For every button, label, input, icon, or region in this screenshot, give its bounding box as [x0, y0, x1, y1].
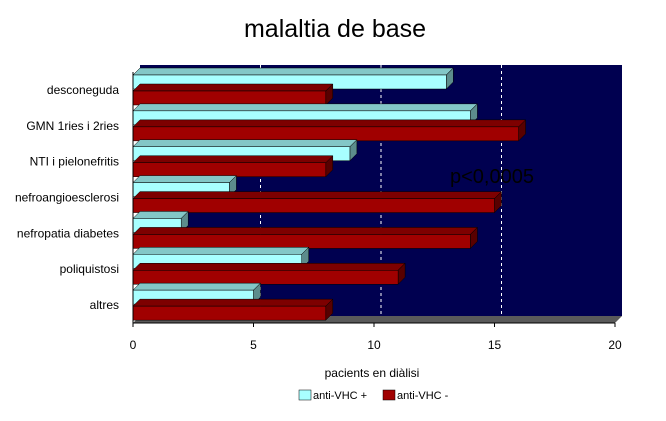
chart-title: malaltia de base — [244, 15, 426, 43]
x-tick-label: 5 — [250, 338, 257, 352]
bar-anti-vhc-neg — [132, 198, 495, 213]
plot-area: p<0,0005 desconeguda GMN 1ries i 2ries NTI … — [15, 65, 622, 352]
bar-anti-vhc-neg — [132, 162, 327, 177]
x-axis-label: pacients en diàlisi — [325, 366, 420, 380]
bar-top — [132, 282, 262, 291]
annotation-text: p<0,0005 — [450, 166, 534, 188]
bar-top — [132, 103, 479, 112]
legend-swatch — [298, 389, 312, 401]
legend-label: anti-VHC - — [397, 390, 449, 402]
bar-top — [132, 83, 334, 92]
bar-top — [132, 298, 334, 307]
x-tick-label: 15 — [488, 338, 502, 352]
bar-top — [132, 119, 527, 128]
legend-swatch — [382, 389, 396, 401]
bar-top — [132, 155, 334, 163]
bar-top — [132, 227, 479, 235]
bar-top — [132, 67, 454, 76]
legend: anti-VHC + anti-VHC - — [298, 389, 449, 402]
bar-anti-vhc-neg — [132, 90, 327, 106]
category-label: GMN 1ries i 2ries — [26, 119, 119, 133]
category-label: nefropatia diabetes — [17, 226, 119, 240]
bar-top — [132, 175, 238, 183]
category-label: NTI i pielonefritis — [30, 155, 119, 169]
bar-anti-vhc-neg — [132, 126, 519, 142]
bar-anti-vhc-neg — [132, 305, 327, 321]
bar-top — [132, 211, 189, 219]
bar-anti-vhc-neg — [132, 234, 471, 249]
category-label: nefroangioesclerosi — [15, 191, 119, 205]
category-label: altres — [90, 298, 119, 312]
bar-anti-vhc-neg — [132, 270, 399, 285]
bar-top — [132, 247, 310, 255]
x-tick-label: 0 — [130, 338, 137, 352]
category-label: poliquistosi — [60, 262, 119, 276]
bar-top — [132, 139, 358, 147]
bar-top — [132, 191, 503, 199]
bar-top — [132, 263, 406, 271]
category-label: desconeguda — [47, 83, 119, 97]
x-tick-label: 20 — [608, 338, 622, 352]
legend-label: anti-VHC + — [313, 390, 367, 402]
x-tick-label: 10 — [367, 338, 381, 352]
